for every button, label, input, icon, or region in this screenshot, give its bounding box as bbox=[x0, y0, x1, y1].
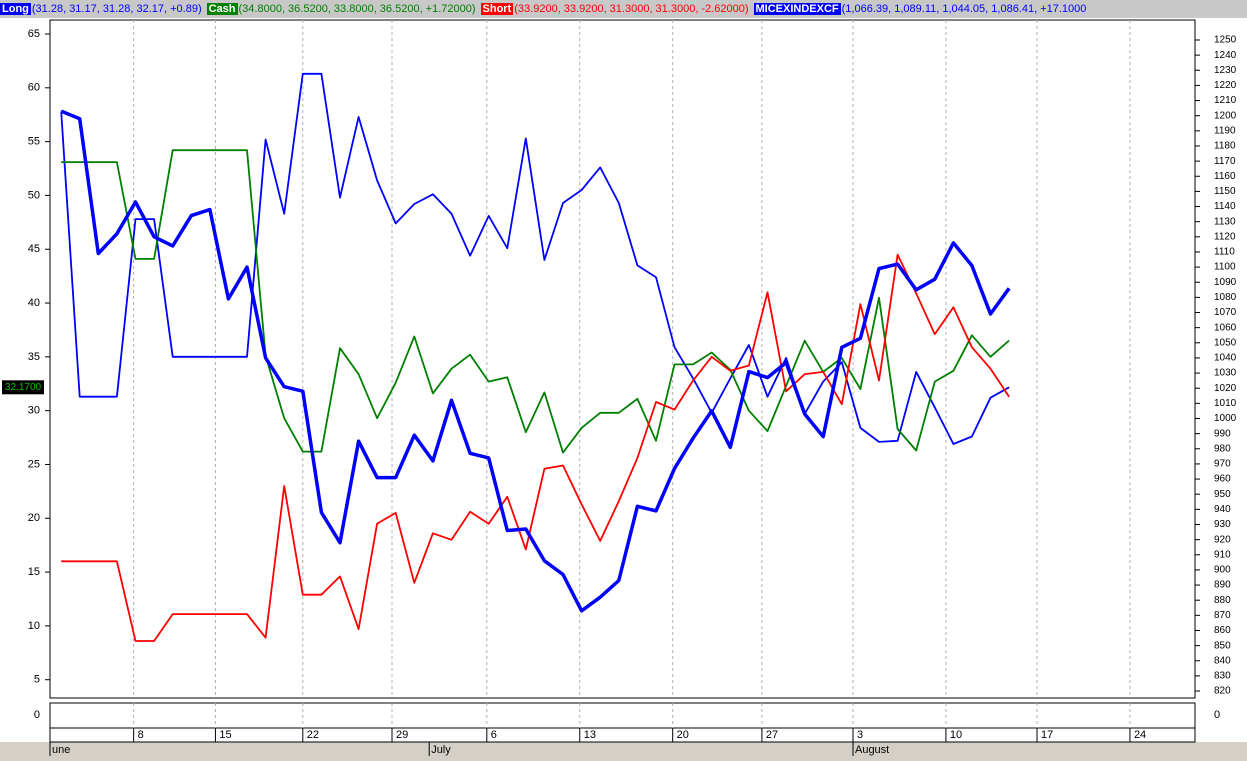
x-tick-label: 24 bbox=[1134, 729, 1146, 741]
y-tick-label: 45 bbox=[28, 243, 40, 255]
last-value-label: 32.1700 bbox=[5, 382, 42, 393]
legend-name: Long bbox=[0, 3, 31, 15]
y2-tick-label: 1150 bbox=[1214, 186, 1236, 197]
y2-tick-label: 850 bbox=[1214, 640, 1231, 651]
y2-tick-label: 1050 bbox=[1214, 337, 1237, 348]
y2-tick-label: 1110 bbox=[1214, 247, 1235, 258]
month-label: une bbox=[52, 744, 70, 756]
date-axis bbox=[49, 727, 1196, 743]
y-tick-label: 10 bbox=[28, 620, 40, 632]
legend-header: Long (31.28, 31.17, 31.28, 32.17, +0.89) C… bbox=[0, 0, 1247, 18]
y-tick-label: 20 bbox=[28, 512, 40, 524]
y-tick-label: 50 bbox=[28, 189, 40, 201]
y-tick-label: 35 bbox=[28, 351, 40, 363]
y2-tick-label: 940 bbox=[1214, 504, 1231, 515]
y-tick-label: 60 bbox=[28, 82, 40, 94]
y-tick-label: 30 bbox=[28, 405, 40, 417]
x-tick-label: 3 bbox=[857, 729, 863, 741]
y2-tick-label: 990 bbox=[1214, 428, 1231, 439]
y2-tick-label: 1140 bbox=[1214, 201, 1236, 212]
x-tick-label: 10 bbox=[950, 729, 962, 741]
y2-tick-label: 1000 bbox=[1214, 413, 1237, 424]
x-tick-label: 17 bbox=[1041, 729, 1053, 741]
y2-tick-label: 1170 bbox=[1214, 156, 1236, 167]
y-tick-label: 65 bbox=[28, 28, 40, 40]
y-tick-label: 40 bbox=[28, 297, 40, 309]
x-tick-label: 6 bbox=[491, 729, 497, 741]
y2-tick-label: 1090 bbox=[1214, 277, 1237, 288]
y-tick-label: 25 bbox=[28, 458, 40, 470]
y2-tick-label: 1080 bbox=[1214, 292, 1237, 303]
x-tick-label: 27 bbox=[766, 729, 778, 741]
y2-tick-label: 1120 bbox=[1214, 231, 1236, 242]
plot-frame bbox=[49, 19, 1196, 699]
x-tick-label: 20 bbox=[677, 729, 689, 741]
legend-summary: (34.8000, 36.5200, 33.8000, 36.5200, +1.… bbox=[238, 3, 476, 15]
month-label: July bbox=[431, 744, 451, 756]
y2-tick-label: 1200 bbox=[1214, 110, 1237, 121]
lower-tick-label: 0 bbox=[34, 709, 40, 721]
y2-tick-label: 920 bbox=[1214, 534, 1231, 545]
x-tick-label: 22 bbox=[307, 729, 319, 741]
x-tick-label: 13 bbox=[584, 729, 596, 741]
y2-tick-label: 1190 bbox=[1214, 125, 1236, 136]
series-line bbox=[60, 72, 1010, 445]
x-tick-label: 29 bbox=[396, 729, 408, 741]
y2-tick-label: 870 bbox=[1214, 610, 1231, 621]
y2-tick-label: 950 bbox=[1214, 489, 1231, 500]
month-label: August bbox=[855, 744, 889, 756]
y-tick-label: 5 bbox=[34, 674, 40, 686]
y2-tick-label: 880 bbox=[1214, 595, 1231, 606]
legend-name: Short bbox=[480, 3, 514, 15]
y2-tick-label: 1210 bbox=[1214, 95, 1237, 106]
chart-bg bbox=[0, 18, 1247, 742]
y2-tick-label: 840 bbox=[1214, 655, 1231, 666]
y2-tick-label: 1100 bbox=[1214, 262, 1236, 273]
y2-tick-label: 1070 bbox=[1214, 307, 1237, 318]
y-tick-label: 55 bbox=[28, 136, 40, 148]
y2-tick-label: 820 bbox=[1214, 686, 1231, 697]
legend-summary: (33.9200, 33.9200, 31.3000, 31.3000, -2.… bbox=[514, 3, 749, 15]
y2-tick-label: 890 bbox=[1214, 580, 1231, 591]
series-line bbox=[60, 109, 1011, 613]
y2-tick-label: 1230 bbox=[1214, 65, 1237, 76]
lower-tick-label: 0 bbox=[1214, 709, 1220, 721]
y2-tick-label: 930 bbox=[1214, 519, 1231, 530]
series-line bbox=[61, 149, 1010, 454]
series-line bbox=[61, 253, 1010, 642]
y2-tick-label: 1130 bbox=[1214, 216, 1236, 227]
x-tick-label: 15 bbox=[219, 729, 231, 741]
y2-tick-label: 1060 bbox=[1214, 322, 1237, 333]
y2-tick-label: 1160 bbox=[1214, 171, 1236, 182]
y-tick-label: 15 bbox=[28, 566, 40, 578]
y2-tick-label: 900 bbox=[1214, 565, 1231, 576]
y2-tick-label: 1040 bbox=[1214, 353, 1237, 364]
y2-tick-label: 970 bbox=[1214, 459, 1231, 470]
y2-tick-label: 1180 bbox=[1214, 141, 1236, 152]
y2-tick-label: 1250 bbox=[1214, 35, 1237, 46]
y2-tick-label: 1010 bbox=[1214, 398, 1237, 409]
y2-tick-label: 960 bbox=[1214, 474, 1231, 485]
legend-name: MICEXINDEXCF bbox=[753, 3, 841, 15]
y2-tick-label: 830 bbox=[1214, 671, 1231, 682]
y2-tick-label: 860 bbox=[1214, 625, 1231, 636]
y2-tick-label: 1030 bbox=[1214, 368, 1237, 379]
legend-name: Cash bbox=[206, 3, 238, 15]
y2-tick-label: 980 bbox=[1214, 443, 1231, 454]
y2-tick-label: 1240 bbox=[1214, 50, 1237, 61]
y2-tick-label: 1220 bbox=[1214, 80, 1237, 91]
legend-summary: (31.28, 31.17, 31.28, 32.17, +0.89) bbox=[31, 3, 202, 15]
last-value-box bbox=[2, 380, 44, 395]
legend-summary: (1,066.39, 1,089.11, 1,044.05, 1,086.41,… bbox=[841, 3, 1087, 15]
y2-tick-label: 910 bbox=[1214, 549, 1231, 560]
y2-tick-label: 1020 bbox=[1214, 383, 1237, 394]
x-tick-label: 8 bbox=[138, 729, 144, 741]
